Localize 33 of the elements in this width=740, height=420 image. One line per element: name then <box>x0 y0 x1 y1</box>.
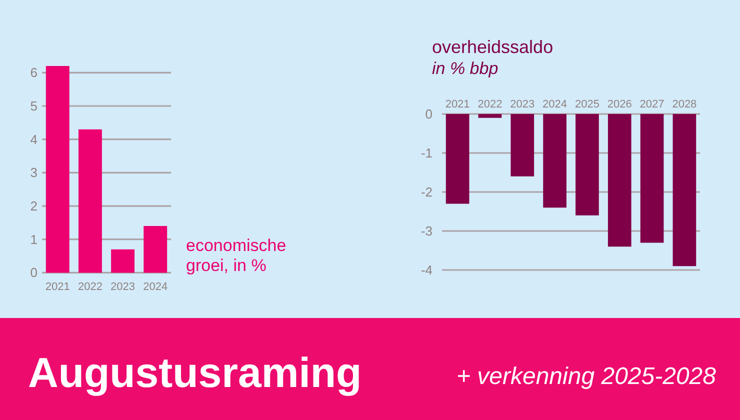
x-tick-label: 2022 <box>478 98 502 110</box>
x-tick-label: 2028 <box>672 98 697 110</box>
x-tick-label: 2021 <box>45 281 70 294</box>
y-tick-label: 0 <box>30 265 38 280</box>
bar <box>111 249 135 273</box>
x-tick-label: 2023 <box>110 281 136 294</box>
x-tick-label: 2026 <box>607 98 632 110</box>
x-tick-label: 2024 <box>542 98 568 110</box>
y-tick-label: 2 <box>30 198 38 214</box>
text: Augustusraming <box>28 349 362 396</box>
y-tick-label: 4 <box>30 132 38 147</box>
bar <box>78 129 102 273</box>
y-tick-label: 5 <box>30 98 38 114</box>
y-tick-label: 1 <box>30 232 38 247</box>
bar <box>144 226 168 273</box>
x-tick-label: 2021 <box>445 98 470 110</box>
y-tick-label: -3 <box>420 224 432 238</box>
text: economische groei, in % <box>186 236 286 275</box>
chart-title: overheidssaldo <box>432 37 554 57</box>
text: + verkenning 2025-2028 <box>456 363 717 390</box>
chart-subtitle: in % bbp <box>432 59 498 78</box>
x-tick-label: 2027 <box>640 98 664 110</box>
y-tick-label: -1 <box>420 146 432 160</box>
x-tick-label: 2025 <box>574 98 600 110</box>
y-tick-label: -2 <box>420 184 432 200</box>
y-tick-label: 0 <box>425 106 432 122</box>
y-tick-label: -4 <box>420 262 432 278</box>
x-tick-label: 2023 <box>510 98 535 110</box>
y-tick-label: 6 <box>30 65 38 80</box>
y-tick-label: 3 <box>30 165 38 180</box>
bar <box>46 66 70 273</box>
x-tick-label: 2024 <box>143 281 168 294</box>
x-tick-label: 2022 <box>78 281 102 294</box>
